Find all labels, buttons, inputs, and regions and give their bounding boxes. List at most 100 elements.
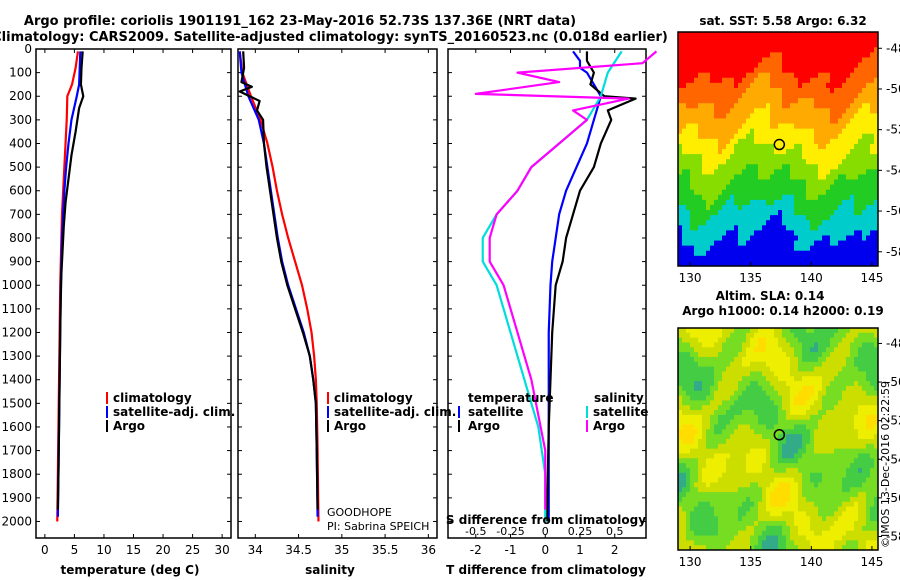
map-y-tick-label: -48: [886, 41, 900, 55]
map-cell: [798, 98, 803, 104]
map-cell: [722, 159, 727, 165]
map-cell: [810, 448, 815, 454]
map-cell: [710, 179, 715, 186]
map-cell: [686, 376, 691, 382]
map-cell: [730, 149, 735, 155]
map-cell: [714, 352, 719, 358]
map-cell: [742, 204, 747, 211]
map-cell: [810, 535, 815, 541]
map-cell: [866, 443, 871, 450]
map-cell: [838, 376, 843, 382]
map-cell: [782, 215, 787, 221]
map-cell: [718, 410, 723, 416]
map-cell: [834, 328, 839, 334]
map-cell: [718, 93, 723, 99]
map-cell: [734, 501, 739, 507]
map-cell: [778, 179, 783, 186]
map-cell: [738, 47, 743, 53]
map-cell: [846, 62, 851, 69]
map-cell: [774, 400, 779, 406]
map-cell: [730, 467, 735, 474]
map-cell: [706, 356, 711, 363]
map-cell: [838, 179, 843, 186]
map-cell: [806, 93, 811, 99]
map-cell: [814, 179, 819, 186]
map-cell: [770, 260, 775, 267]
map-cell: [690, 108, 695, 114]
map-cell: [738, 540, 743, 546]
map-cell: [738, 194, 743, 201]
map-cell: [702, 189, 707, 196]
map-cell: [774, 123, 779, 130]
map-cell: [830, 530, 835, 536]
map-cell: [742, 511, 747, 517]
map-x-tick-label: 130: [679, 555, 702, 569]
map-cell: [774, 52, 779, 58]
map-cell: [846, 492, 851, 498]
map-cell: [766, 472, 771, 479]
map-cell: [706, 32, 711, 38]
map-cell: [862, 204, 867, 211]
map-cell: [726, 361, 731, 368]
map-cell: [862, 361, 867, 368]
map-cell: [794, 67, 799, 74]
map-cell: [722, 400, 727, 406]
map-cell: [858, 199, 863, 206]
map-cell: [842, 179, 847, 186]
map-cell: [810, 199, 815, 206]
map-cell: [822, 535, 827, 541]
map-cell: [838, 225, 843, 231]
map-cell: [746, 174, 751, 180]
map-cell: [706, 390, 711, 396]
map-cell: [730, 347, 735, 353]
map-cell: [786, 235, 791, 241]
map-cell: [862, 184, 867, 191]
map-cell: [830, 154, 835, 160]
map-cell: [698, 545, 703, 551]
map-cell: [830, 240, 835, 247]
map-cell: [694, 463, 699, 469]
map-cell: [766, 463, 771, 469]
map-cell: [726, 47, 731, 53]
map-cell: [734, 453, 739, 459]
map-cell: [774, 174, 779, 180]
map-cell: [702, 260, 707, 267]
map-cell: [778, 506, 783, 512]
map-cell: [798, 225, 803, 231]
map-cell: [858, 118, 863, 124]
map-cell: [762, 366, 767, 372]
map-cell: [834, 467, 839, 474]
map-cell: [746, 545, 751, 551]
map-cell: [702, 245, 707, 252]
map-cell: [682, 82, 687, 89]
map-cell: [766, 496, 771, 503]
map-cell: [830, 540, 835, 546]
map-cell: [806, 400, 811, 406]
map-cell: [826, 62, 831, 69]
map-cell: [682, 113, 687, 119]
map-cell: [842, 530, 847, 536]
map-cell: [686, 164, 691, 170]
map-cell: [870, 250, 875, 257]
map-cell: [782, 448, 787, 454]
map-cell: [718, 159, 723, 165]
map-cell: [850, 113, 855, 119]
map-cell: [814, 347, 819, 353]
map-cell: [806, 67, 811, 74]
map-cell: [802, 143, 807, 150]
map-cell: [710, 143, 715, 150]
map-cell: [714, 210, 719, 216]
map-cell: [702, 492, 707, 498]
map-cell: [710, 32, 715, 38]
map-cell: [846, 501, 851, 507]
map-cell: [682, 424, 687, 430]
map-cell: [830, 164, 835, 170]
map-cell: [874, 138, 879, 145]
map-cell: [790, 352, 795, 358]
map-cell: [858, 255, 863, 262]
map-cell: [802, 215, 807, 221]
map-cell: [834, 82, 839, 89]
map-cell: [722, 138, 727, 145]
map-cell: [770, 174, 775, 180]
map-cell: [842, 230, 847, 236]
